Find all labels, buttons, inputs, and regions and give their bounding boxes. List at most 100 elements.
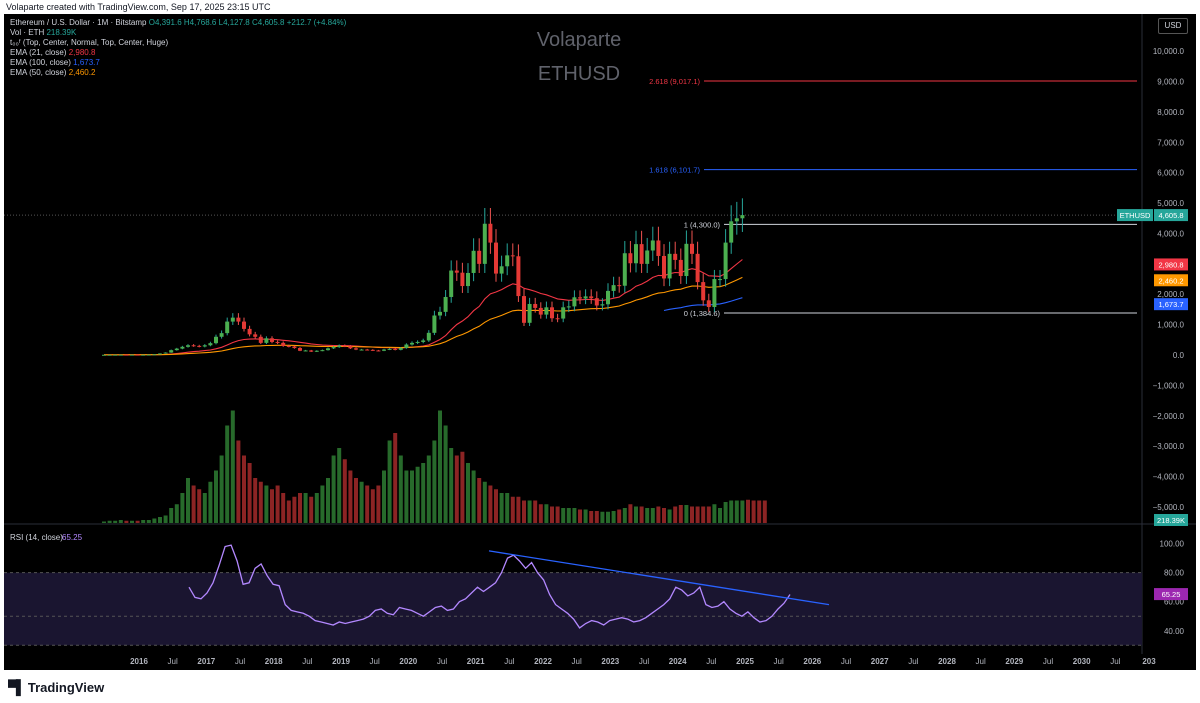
volume-bar: [365, 485, 370, 523]
candle-body: [174, 348, 179, 351]
legend-title: Ethereum / U.S. Dollar · 1M · Bitstamp: [10, 18, 147, 27]
x-tick-label: Jul: [1043, 657, 1053, 666]
candle-body: [331, 347, 336, 349]
candle-body: [359, 349, 364, 351]
candle-body: [600, 304, 605, 306]
tradingview-logo[interactable]: ▀▌ TradingView: [8, 679, 104, 695]
candle-body: [499, 266, 504, 274]
candle-body: [191, 345, 196, 347]
y-tick-label: 1,000.0: [1157, 321, 1184, 330]
candle-body: [135, 354, 140, 356]
attribution-bar: Volaparte created with TradingView.com, …: [0, 0, 1200, 14]
candle-body: [690, 243, 694, 254]
candle-body: [729, 221, 734, 243]
rsi-value-tag: 65.25: [1162, 590, 1181, 599]
volume-bar: [169, 508, 174, 523]
candle-body: [578, 297, 582, 299]
volume-bar: [706, 506, 711, 523]
candle-body: [533, 303, 538, 308]
candle-body: [572, 297, 577, 307]
candle-body: [622, 253, 627, 286]
candle-body: [163, 352, 168, 354]
volume-bar: [382, 470, 386, 523]
x-tick-label: Jul: [235, 657, 245, 666]
volume-bar: [617, 509, 622, 523]
volume-bar: [130, 520, 134, 523]
candle-body: [404, 344, 409, 349]
price-tag-symbol-bg: [1117, 209, 1153, 222]
candle-body: [706, 300, 711, 308]
candle-body: [275, 341, 280, 343]
volume-bar: [236, 440, 241, 523]
volume-bar: [757, 500, 762, 523]
volume-bar: [482, 481, 487, 523]
rsi-value-tag-bg: [1154, 588, 1188, 601]
fib-level-label: 2.618 (9,017.1): [649, 77, 700, 86]
candle-body: [214, 336, 218, 344]
volume-bar: [342, 459, 347, 523]
volume-bar: [656, 506, 661, 523]
volume-bar: [107, 520, 112, 523]
candle-body: [113, 354, 118, 356]
legend-volume-label: Vol · ETH: [10, 28, 45, 37]
volume-bar: [740, 500, 745, 523]
volume-bar: [488, 485, 493, 523]
volume-bar: [354, 478, 358, 523]
ema100-value: 1,673.7: [73, 58, 100, 67]
volume-bar: [555, 506, 560, 523]
y-tick-label: 8,000.0: [1157, 108, 1184, 117]
volume-bar: [516, 496, 521, 523]
volume-bar: [219, 455, 224, 523]
volume-bar: [158, 517, 162, 523]
candle-body: [118, 354, 123, 356]
candle-body: [645, 250, 650, 264]
chart-frame[interactable]: Volaparte ETHUSD 10,000.0 9,000.0 8,000.0 7,0…: [4, 14, 1196, 670]
candle-body: [169, 350, 174, 353]
volume-bar: [561, 508, 566, 523]
volume-bar: [729, 500, 734, 523]
volume-bar: [432, 440, 437, 523]
volume-bar: [650, 508, 655, 523]
volume-bar: [712, 504, 717, 523]
watermark-symbol: ETHUSD: [538, 63, 620, 85]
x-tick-label: 2030: [1073, 657, 1091, 666]
legend-indicator-row: t₀₀ᶠ (Top, Center, Normal, Top, Center, …: [10, 38, 169, 47]
x-tick-label: Jul: [841, 657, 851, 666]
candle-body: [611, 285, 616, 291]
candle-body: [230, 317, 235, 322]
candle-body: [410, 342, 414, 345]
candle-body: [516, 256, 521, 297]
volume-bar: [337, 448, 342, 523]
candle-body: [550, 307, 554, 319]
volume-bar: [583, 509, 588, 523]
price-chart[interactable]: Volaparte ETHUSD 10,000.0 9,000.0 8,000.0 7,0…: [4, 14, 1196, 670]
volume-bar: [734, 500, 739, 523]
ema-21-line: [104, 259, 743, 356]
currency-button[interactable]: USD: [1158, 18, 1188, 34]
legend-ema21-row: EMA (21, close) 2,980.8: [10, 48, 346, 58]
volume-bar: [466, 463, 470, 523]
candle-body: [589, 296, 594, 299]
candle-body: [258, 336, 263, 343]
ema21-label: EMA (21, close): [10, 48, 67, 57]
candle-body: [421, 340, 426, 342]
footer-bar: ▀▌ TradingView: [0, 670, 1200, 703]
volume-bar: [494, 489, 498, 523]
candle-body: [152, 354, 157, 356]
candle-body: [264, 338, 269, 343]
candle-body: [555, 318, 560, 320]
legend-close: C4,605.8: [252, 18, 285, 27]
price-tag-bg: [1154, 514, 1188, 526]
candle-body: [303, 350, 308, 352]
volume-bar: [645, 508, 650, 523]
volume-bar: [701, 506, 706, 523]
price-tag-value: 2,460.2: [1158, 276, 1183, 285]
volume-bar: [510, 496, 515, 523]
x-tick-label: 2017: [197, 657, 215, 666]
volume-bar: [438, 410, 442, 523]
volume-bar: [499, 493, 504, 523]
volume-bar: [348, 470, 353, 523]
volume-bar: [214, 470, 218, 523]
volume-bar: [578, 509, 582, 523]
candle-body: [482, 223, 487, 264]
